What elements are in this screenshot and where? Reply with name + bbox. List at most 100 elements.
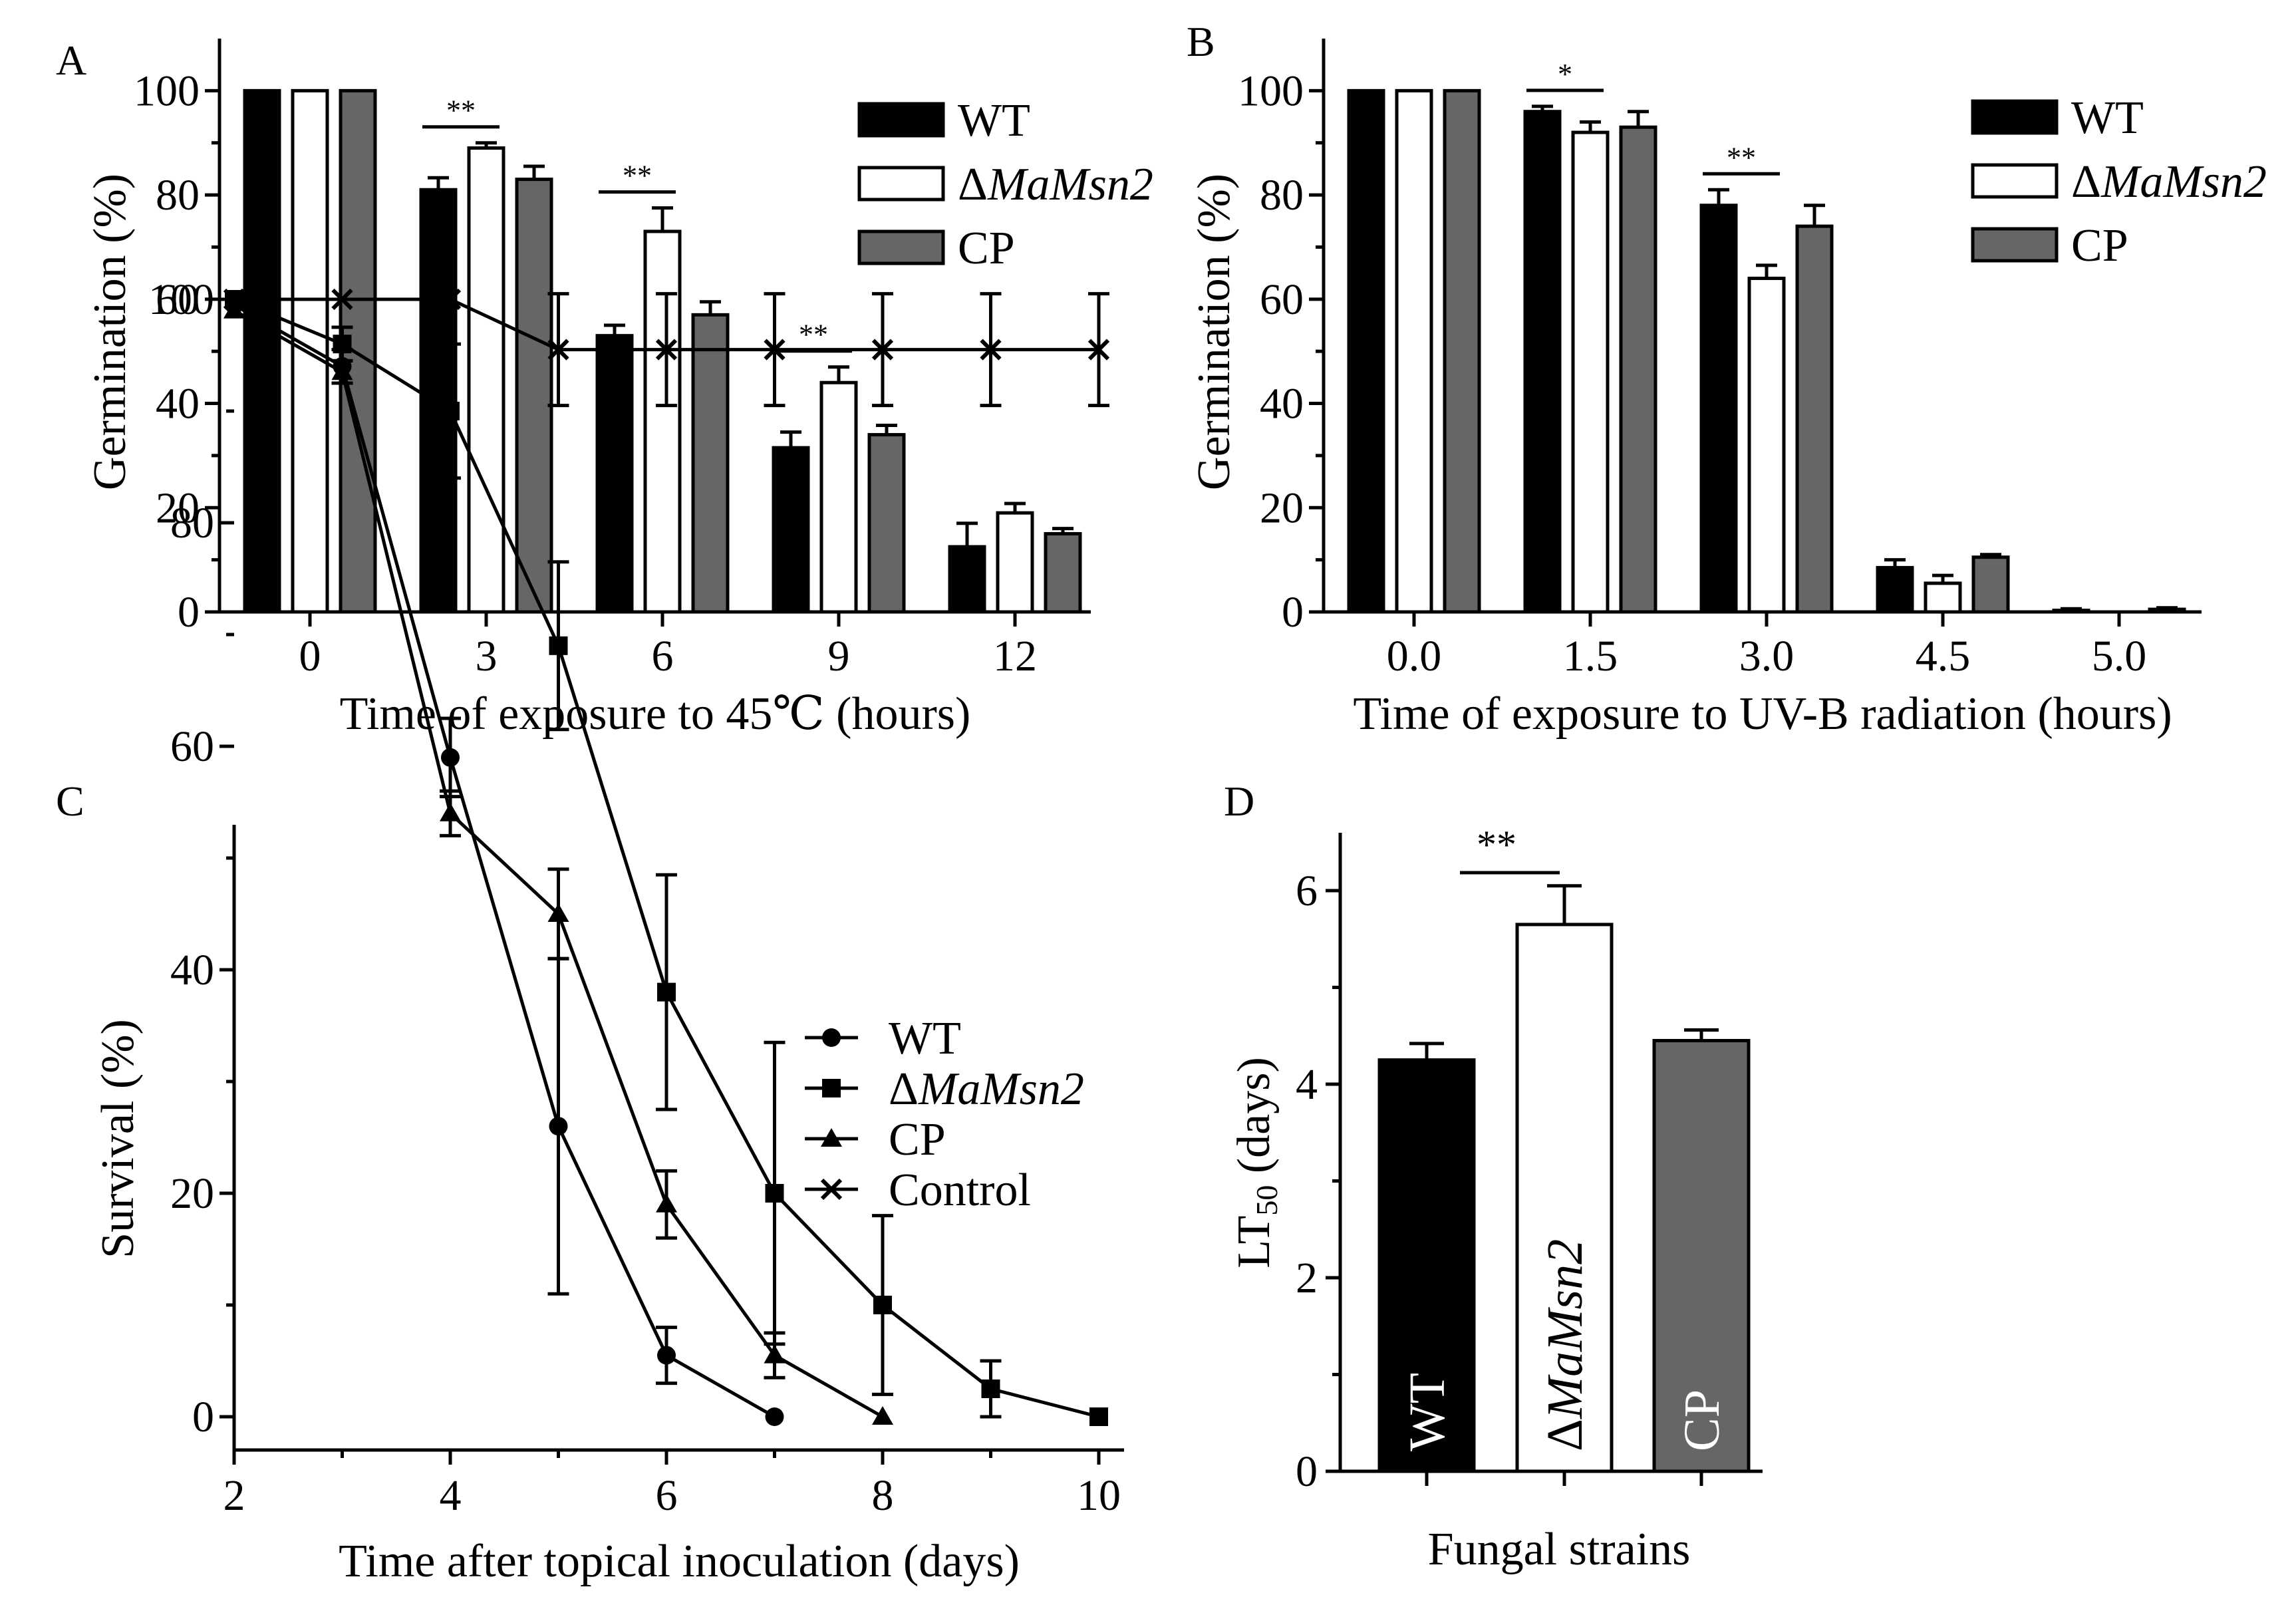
point-s1-5	[765, 1184, 784, 1203]
point-s2-0	[223, 299, 245, 319]
point-s3-0-b	[223, 288, 245, 311]
bar-b-s1-c2	[1747, 276, 1786, 614]
panel-letter: D	[1224, 778, 1254, 825]
x-tick-label: 9	[828, 632, 850, 680]
point-s2-3	[547, 903, 569, 922]
x-tick-label: 2	[223, 1471, 245, 1520]
bar-b-s0-c2	[1699, 204, 1738, 614]
point-s3-3-b	[547, 339, 569, 361]
x-axis-label: Time of exposure to 45℃ (hours)	[340, 688, 971, 740]
point-s0-4	[657, 1346, 676, 1365]
y-tick-label: 6	[1296, 867, 1318, 915]
significance-label: **	[799, 319, 828, 351]
y-tick-label: 40	[170, 946, 214, 994]
bar-a-s2-c3	[867, 433, 906, 614]
point-s1-4	[657, 982, 676, 1002]
y-tick-label: 40	[1260, 380, 1304, 428]
bar-b-s0-c4	[2052, 609, 2090, 614]
point-s1-6	[873, 1296, 892, 1314]
x-tick-label: 10	[1077, 1471, 1121, 1520]
point-s3-0	[223, 288, 245, 311]
point-s3-7-b	[980, 339, 1002, 361]
legend-swatch-1	[857, 166, 945, 202]
bar-d-0	[1377, 1058, 1476, 1473]
bar-a-s0-c4	[948, 545, 986, 614]
legend-marker-2	[821, 1128, 842, 1147]
y-tick-label: 80	[1260, 171, 1304, 219]
y-tick-label: 80	[156, 171, 200, 219]
point-s1-7	[981, 1379, 1000, 1398]
legend-label-1: ΔMaMsn2	[958, 159, 1153, 210]
legend-swatch-0	[857, 102, 945, 138]
x-tick-label: 3	[476, 632, 498, 680]
point-s3-2-b	[439, 288, 462, 311]
y-tick-label: 0	[192, 1393, 214, 1441]
legend-label-0: WT	[2071, 92, 2144, 144]
bar-a-s1-c0	[291, 88, 329, 614]
point-s0-3	[549, 1117, 568, 1136]
bar-b-s2-c1	[1619, 125, 1657, 614]
legend-swatch-2	[857, 229, 945, 265]
x-tick-label: 3.0	[1739, 632, 1794, 680]
x-tick-label: 4.5	[1916, 632, 1971, 680]
point-s1-3	[549, 636, 568, 655]
significance-label: **	[1477, 823, 1516, 867]
legend-swatch-2	[1971, 227, 2059, 263]
point-s3-3	[547, 339, 569, 361]
point-s3-4-b	[655, 339, 678, 361]
legend-marker-3	[820, 1178, 843, 1201]
bar-a-s1-c2	[643, 229, 682, 614]
y-tick-label: 100	[1238, 67, 1304, 115]
bar-b-s2-c2	[1795, 224, 1834, 614]
x-tick-label: 8	[872, 1471, 894, 1520]
legend-label-3: Control	[889, 1165, 1031, 1216]
legend-swatch-0	[1971, 99, 2059, 135]
significance-label: *	[1558, 58, 1572, 90]
bar-label-2: CP	[1674, 1389, 1730, 1451]
y-axis-label: Germination (%)	[1189, 174, 1240, 490]
point-s3-5-b	[764, 339, 786, 361]
y-tick-label: 0	[1296, 1447, 1318, 1496]
y-tick-label: 60	[1260, 275, 1304, 324]
bar-b-s2-c3	[1971, 555, 2010, 614]
legend-marker-0	[822, 1028, 841, 1047]
y-tick-label: 20	[1260, 484, 1304, 532]
x-axis-label: Fungal strains	[1428, 1524, 1691, 1575]
point-s0-2	[441, 748, 460, 767]
panel-letter: A	[56, 37, 86, 84]
bar-label-0: WT	[1399, 1373, 1455, 1451]
point-s3-8	[1087, 339, 1110, 361]
significance-label: **	[446, 94, 476, 127]
point-s3-6-b	[871, 339, 894, 361]
legend-label-2: CP	[2071, 220, 2128, 271]
y-tick-label: 0	[178, 588, 200, 637]
panel-letter: C	[56, 778, 84, 825]
bar-a-s2-c1	[515, 178, 553, 614]
y-tick-label: 60	[170, 722, 214, 771]
bar-a-s1-c1	[467, 146, 505, 614]
significance-label: **	[623, 160, 652, 192]
point-s3-2	[439, 288, 462, 311]
bar-b-s0-c0	[1347, 88, 1385, 614]
bar-a-s2-c4	[1044, 531, 1082, 614]
point-s3-6	[871, 339, 894, 361]
significance-label: **	[1727, 141, 1756, 174]
point-s3-4	[655, 339, 678, 361]
y-tick-label: 20	[156, 484, 200, 532]
y-axis-label: Survival (%)	[92, 1019, 144, 1258]
x-tick-label: 0.0	[1387, 632, 1442, 680]
point-s3-1	[331, 288, 353, 311]
y-tick-label: 20	[170, 1169, 214, 1218]
bar-b-s2-c0	[1443, 88, 1481, 614]
x-tick-label: 5.0	[2092, 632, 2147, 680]
y-tick-label: 80	[170, 499, 214, 547]
panel-d: 0 2 4 6 WT ΔMaMsn2 CP ** Fungal strains LT50 (day…	[1224, 778, 1763, 1575]
x-tick-label: 6	[652, 632, 674, 680]
y-tick-label: 100	[134, 67, 200, 115]
point-s3-1-b	[331, 288, 353, 311]
y-axis-label: Germination (%)	[84, 174, 136, 490]
y-tick-label: 0	[1282, 588, 1304, 637]
bar-a-s0-c2	[595, 334, 634, 614]
